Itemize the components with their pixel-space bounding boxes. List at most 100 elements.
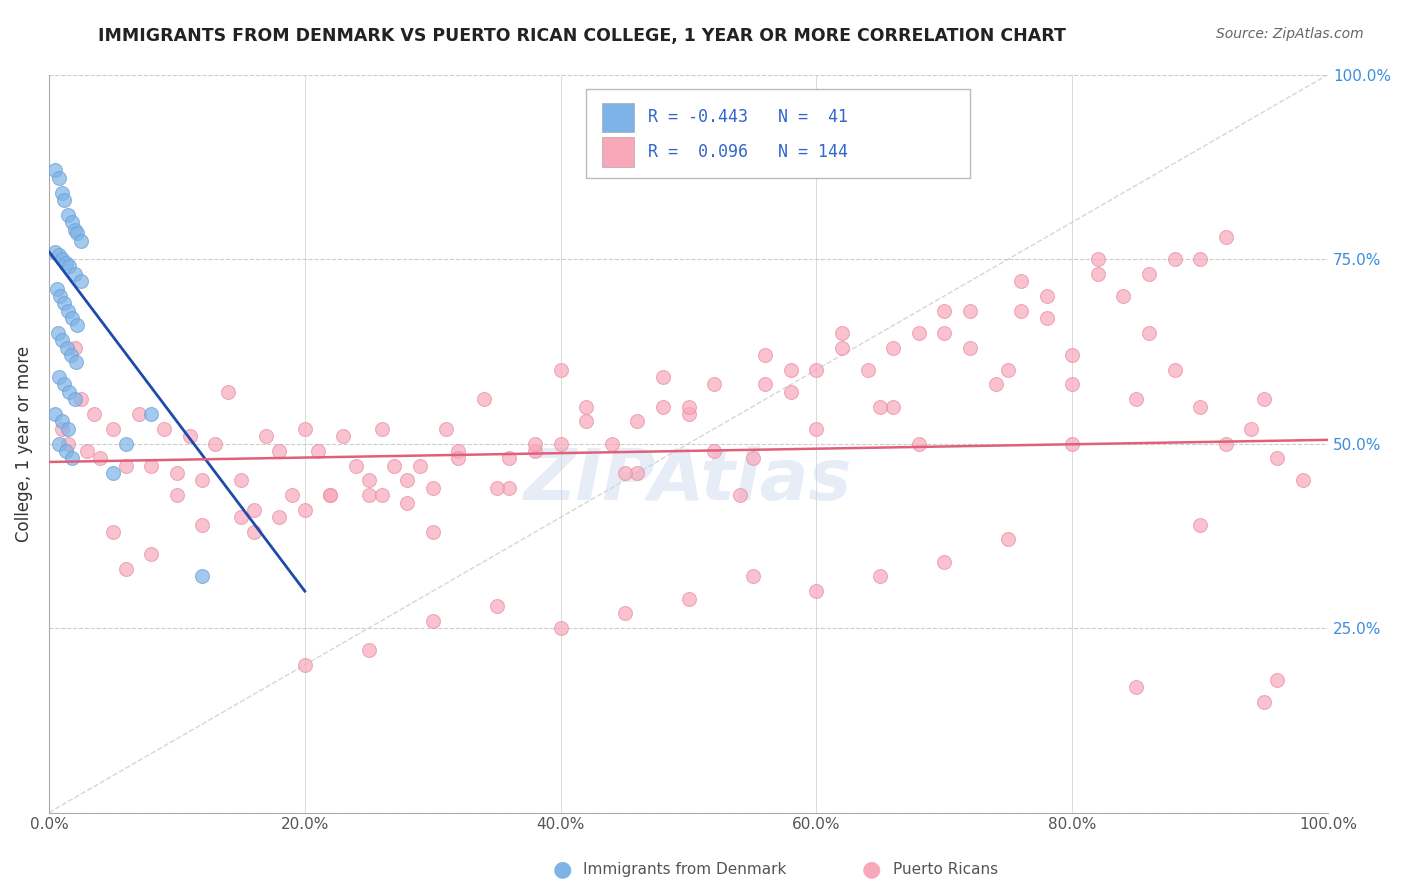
Point (66, 318, 89, 333)
Point (357, 643, 380, 657)
Point (1035, 289, 1057, 303)
Point (652, 400, 675, 414)
Text: Source: ZipAtlas.com: Source: ZipAtlas.com (1216, 27, 1364, 41)
Point (114, 458, 136, 473)
Point (422, 614, 444, 628)
Point (166, 488, 188, 502)
Point (1137, 267, 1160, 281)
Point (997, 533, 1019, 547)
Bar (586, 89, 970, 178)
Point (550, 621, 572, 635)
Point (434, 422, 457, 436)
Point (869, 569, 891, 583)
Point (703, 377, 725, 392)
Point (44, 407, 66, 421)
Point (831, 341, 853, 355)
Point (652, 370, 675, 384)
Point (56, 341, 79, 355)
Point (294, 503, 316, 517)
Point (422, 525, 444, 540)
Point (332, 429, 354, 443)
Point (217, 384, 239, 399)
Point (65, 355, 87, 369)
Point (319, 488, 342, 502)
Point (1125, 392, 1147, 407)
Point (70, 234, 93, 248)
Point (626, 414, 648, 428)
Point (63, 392, 86, 407)
Point (70, 392, 93, 407)
Point (357, 474, 380, 488)
Point (831, 326, 853, 340)
Point (48, 370, 70, 384)
Point (741, 569, 763, 583)
Bar (602, 137, 634, 167)
Point (294, 422, 316, 436)
Point (396, 495, 419, 509)
Text: ZIPAtlas: ZIPAtlas (524, 446, 853, 515)
Point (613, 607, 636, 621)
Point (370, 488, 392, 502)
Point (422, 481, 444, 495)
Point (780, 362, 803, 376)
Point (1240, 422, 1263, 436)
Point (166, 466, 188, 480)
Point (59, 348, 82, 362)
Point (44, 244, 66, 259)
Point (141, 407, 163, 421)
Point (55, 444, 77, 458)
Point (153, 422, 176, 436)
Point (53, 193, 76, 207)
Point (55, 256, 77, 270)
Point (678, 400, 700, 414)
Point (934, 303, 956, 318)
Point (678, 591, 700, 606)
Point (524, 444, 547, 458)
Point (51, 333, 73, 347)
Point (56, 422, 79, 436)
Point (63, 341, 86, 355)
Point (1265, 451, 1288, 466)
Point (728, 488, 751, 502)
Point (191, 569, 214, 583)
Text: IMMIGRANTS FROM DENMARK VS PUERTO RICAN COLLEGE, 1 YEAR OR MORE CORRELATION CHAR: IMMIGRANTS FROM DENMARK VS PUERTO RICAN … (98, 27, 1066, 45)
Point (1291, 474, 1313, 488)
Point (44, 163, 66, 178)
Point (1189, 252, 1212, 266)
Point (51, 414, 73, 428)
Point (1035, 311, 1057, 326)
Point (498, 451, 520, 466)
Point (63, 267, 86, 281)
Point (1125, 680, 1147, 694)
Point (1010, 274, 1032, 288)
Point (1253, 695, 1275, 709)
Point (53, 296, 76, 310)
Point (141, 547, 163, 561)
Text: ●: ● (553, 860, 572, 880)
Point (575, 400, 598, 414)
Point (70, 274, 93, 288)
Point (48, 248, 70, 262)
Point (447, 444, 470, 458)
Point (626, 466, 648, 480)
Y-axis label: College, 1 year or more: College, 1 year or more (15, 345, 32, 541)
Point (141, 458, 163, 473)
Point (58, 260, 80, 274)
Bar (602, 103, 634, 132)
Point (934, 326, 956, 340)
Point (63, 222, 86, 236)
Point (1062, 348, 1084, 362)
Point (575, 414, 598, 428)
Point (357, 488, 380, 502)
Point (254, 429, 277, 443)
Point (447, 451, 470, 466)
Point (344, 458, 367, 473)
Point (51, 422, 73, 436)
Text: Immigrants from Denmark: Immigrants from Denmark (583, 863, 787, 877)
Point (741, 451, 763, 466)
Point (204, 436, 226, 450)
Point (703, 444, 725, 458)
Point (89, 451, 111, 466)
Point (56, 436, 79, 450)
Point (882, 400, 904, 414)
